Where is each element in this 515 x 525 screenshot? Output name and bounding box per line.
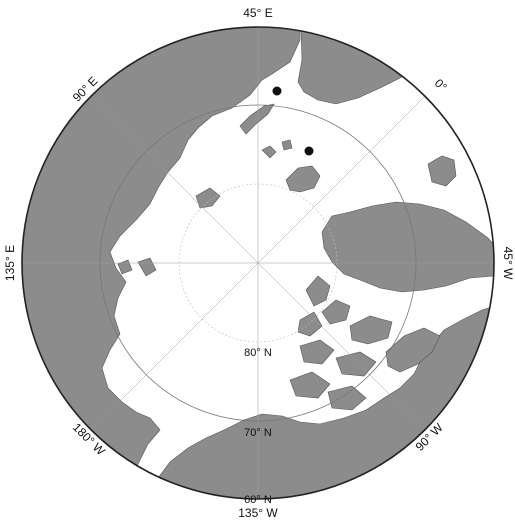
eurasia-landmass — [22, 27, 301, 499]
new-siberian-islands — [117, 257, 157, 277]
franz-josef-land — [261, 139, 293, 159]
label-60n: 60° N — [244, 494, 272, 506]
iceland — [427, 155, 457, 187]
greenland — [321, 201, 494, 293]
svalbard — [285, 165, 321, 193]
label-70n: 70° N — [244, 427, 272, 439]
label-45e: 45° E — [243, 6, 272, 20]
baffin-island — [385, 327, 441, 373]
label-135e: 135° E — [3, 245, 17, 281]
novaya-zemlya — [239, 103, 275, 135]
label-80n: 80° N — [244, 347, 272, 359]
label-135w: 135° W — [238, 506, 278, 520]
label-45w: 45° W — [501, 247, 515, 280]
map-frame — [21, 26, 495, 500]
marker-site-1 — [272, 86, 282, 96]
label-0: 0° — [432, 76, 450, 94]
canadian-archipelago — [289, 275, 393, 411]
marker-site-2 — [304, 146, 314, 156]
severnaya-zemlya — [195, 187, 221, 209]
meridians — [22, 27, 494, 499]
